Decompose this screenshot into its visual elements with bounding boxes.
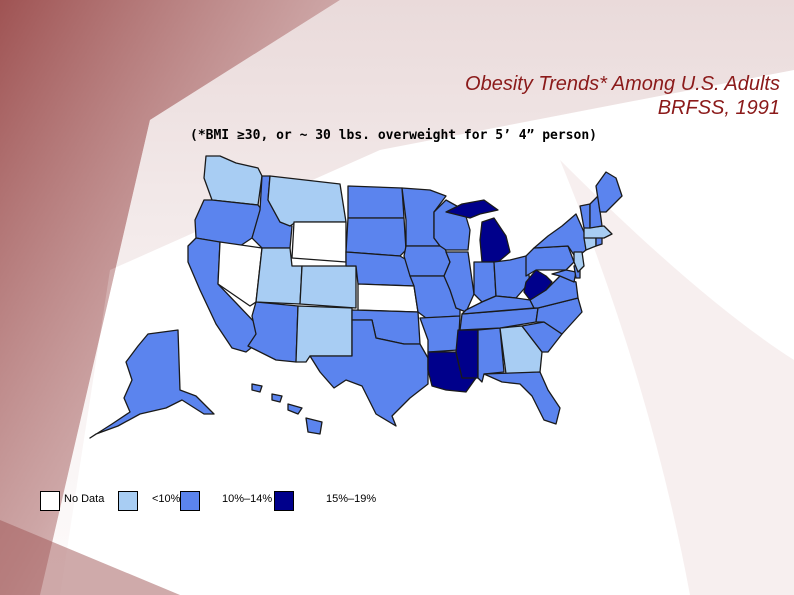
state-south-carolina: [521, 321, 563, 353]
state-west-virginia: [523, 269, 553, 301]
state-arizona: [247, 301, 299, 363]
state-iowa: [403, 245, 451, 277]
title-line-2: BRFSS, 1991: [657, 97, 780, 119]
state-vermont: [579, 203, 591, 229]
state-arkansas: [419, 315, 461, 353]
state-georgia: [499, 325, 543, 375]
legend-swatch-lt10: [118, 491, 138, 511]
state-illinois: [443, 251, 475, 313]
legend-swatch-no-data: [40, 491, 60, 511]
subtitle: (*BMI ≥30, or ~ 30 lbs. overweight for 5…: [190, 128, 597, 143]
state-kentucky: [461, 295, 535, 315]
state-alaska: [89, 329, 215, 439]
state-florida: [483, 371, 561, 425]
state-maine: [595, 171, 623, 213]
state-indiana: [473, 261, 497, 303]
state-new-jersey: [573, 251, 585, 273]
state-michigan-upper: [445, 199, 499, 219]
state-hawaii: [251, 383, 323, 435]
state-texas: [309, 319, 429, 427]
state-new-mexico: [295, 305, 353, 363]
legend-label-10-14: 10%–14%: [222, 493, 273, 505]
state-colorado: [299, 265, 357, 309]
legend: No Data <10% 10%–14% 15%–19%: [40, 491, 460, 513]
state-washington: [203, 155, 263, 206]
title-line-1: Obesity Trends* Among U.S. Adults: [465, 73, 780, 95]
legend-swatch-15-19: [274, 491, 294, 511]
legend-label-no-data: No Data: [64, 493, 105, 505]
state-mississippi: [455, 329, 479, 379]
state-maryland: [551, 269, 577, 283]
state-south-dakota: [345, 217, 407, 257]
legend-swatch-10-14: [180, 491, 200, 511]
state-north-dakota: [347, 185, 405, 219]
legend-label-lt10: <10%: [152, 493, 181, 505]
state-kansas: [357, 283, 419, 313]
legend-label-15-19: 15%–19%: [326, 493, 377, 505]
state-michigan: [479, 217, 511, 263]
state-wyoming: [291, 221, 347, 263]
state-nevada: [217, 241, 263, 307]
chart-title: Obesity Trends* Among U.S. Adults BRFSS,…: [465, 72, 780, 120]
state-montana: [267, 175, 347, 227]
